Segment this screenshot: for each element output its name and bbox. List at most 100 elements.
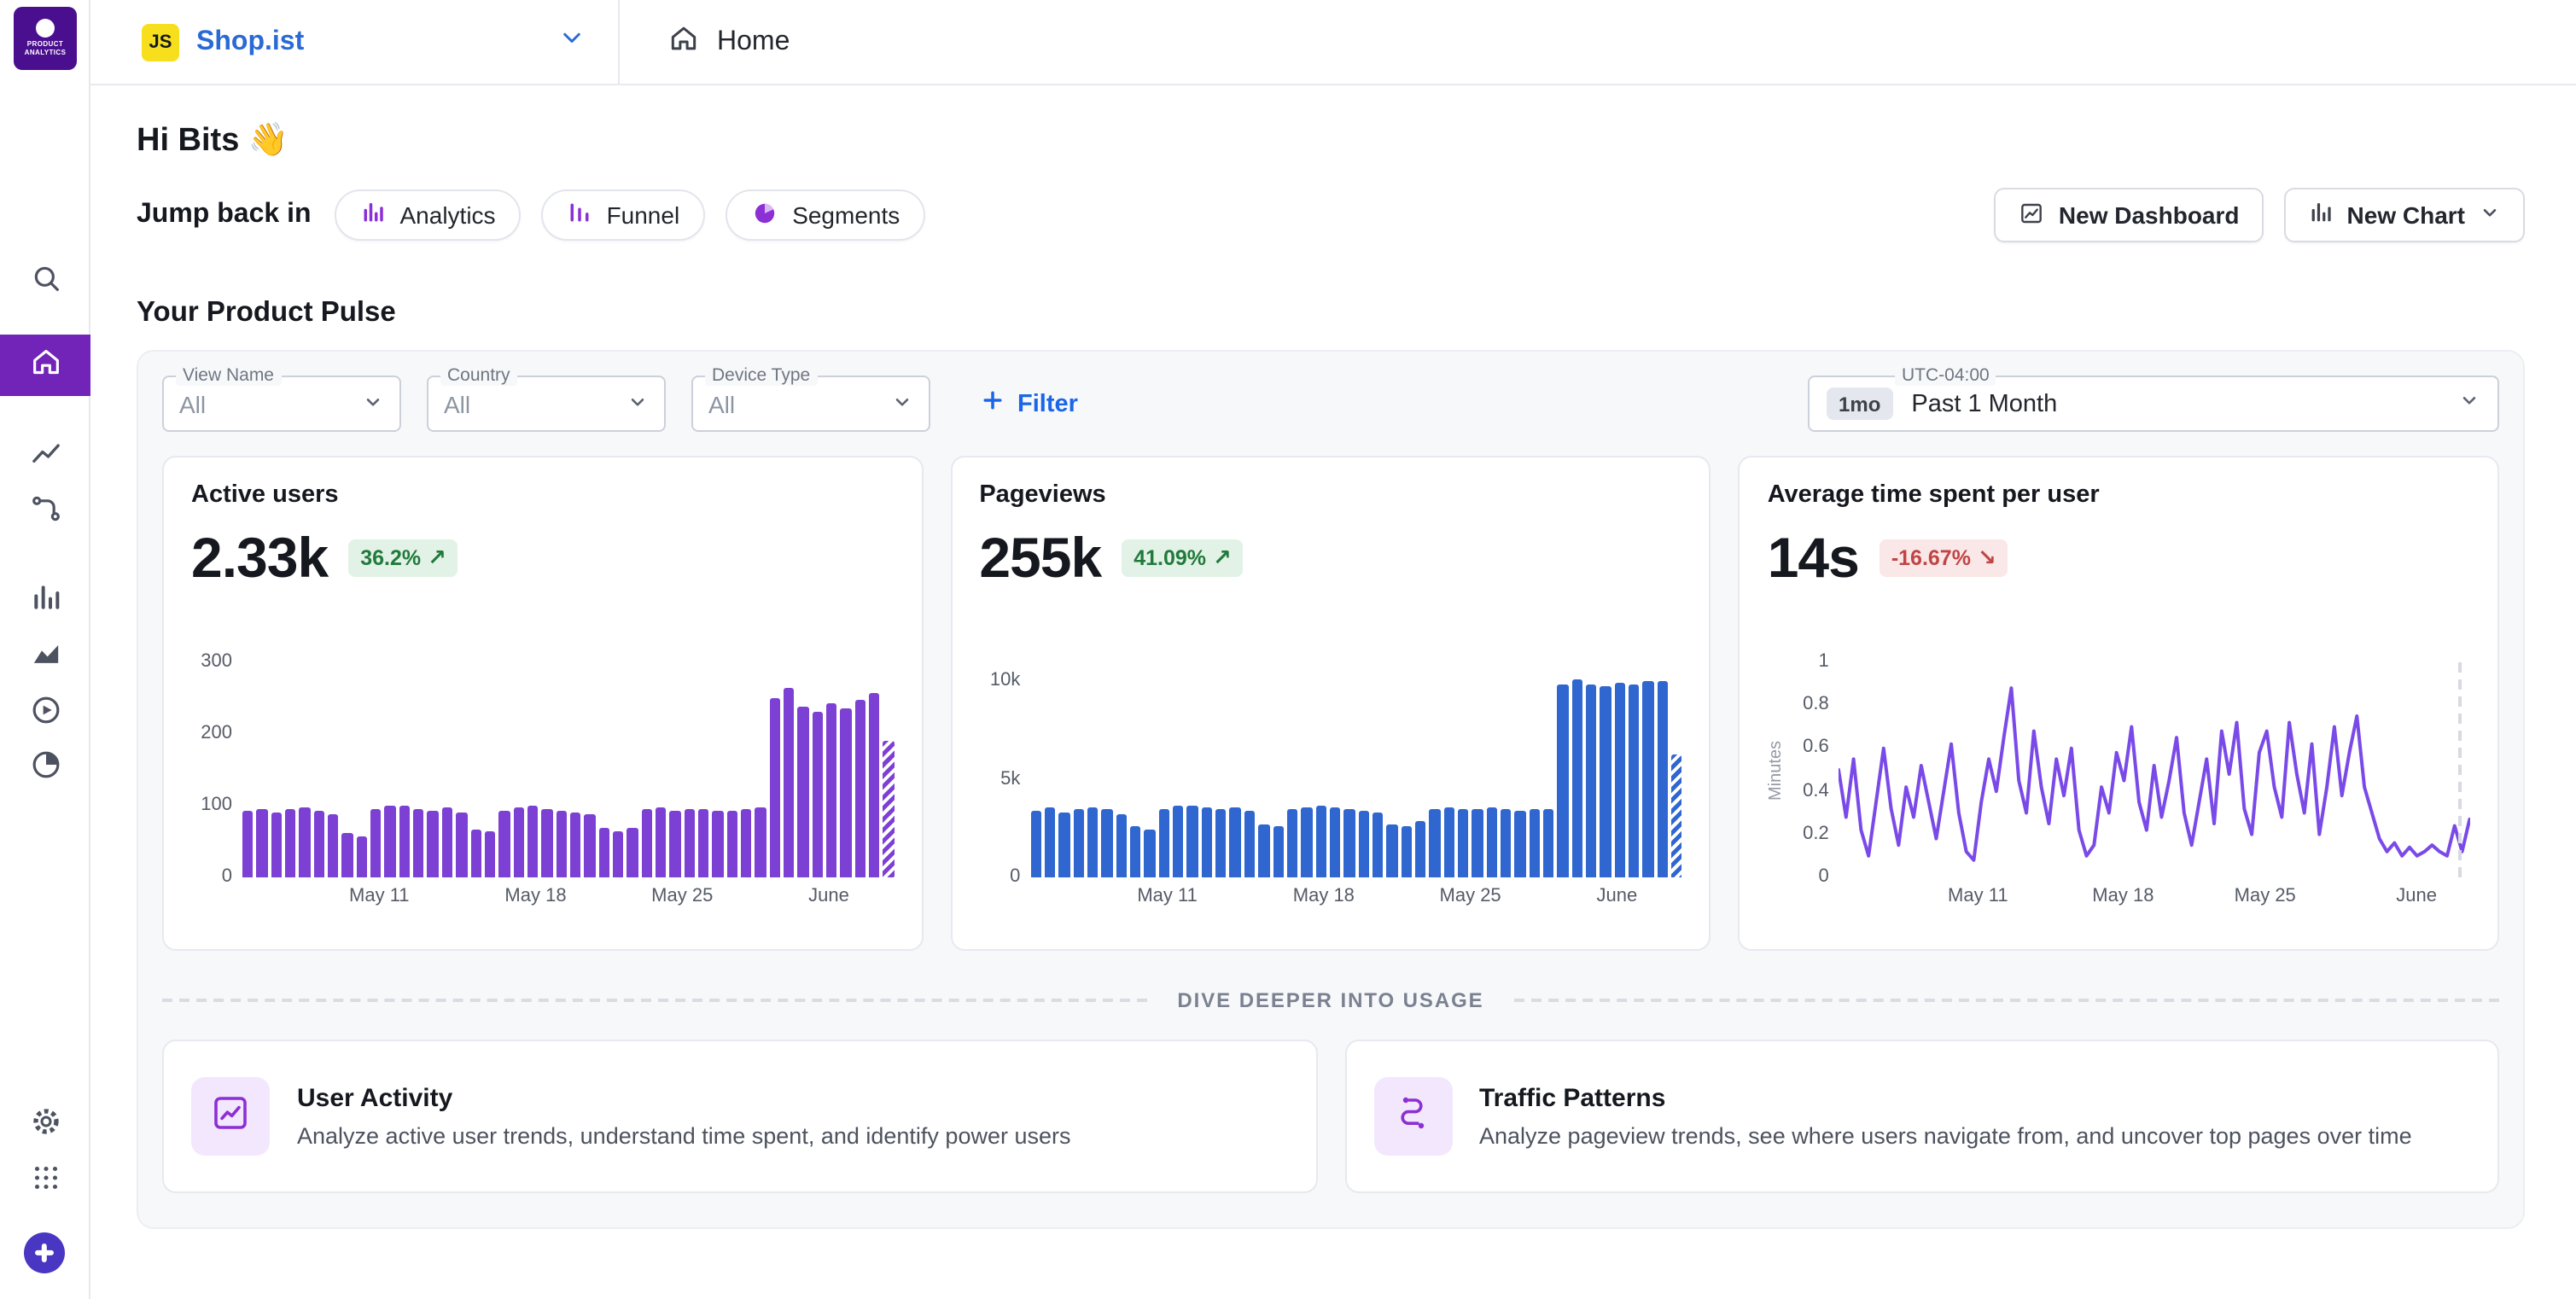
bar (1286, 809, 1298, 877)
breadcrumb-home[interactable]: Home (620, 21, 790, 62)
delta-badge: 41.09% ↗ (1122, 539, 1244, 577)
bar (1629, 684, 1640, 877)
sidebar-item-segments[interactable] (0, 744, 90, 785)
metric-card-active-users[interactable]: Active users 2.33k 36.2% ↗ 0 100 200 300 Ma… (162, 456, 924, 951)
y-axis-label: Minutes (1767, 740, 1786, 801)
bar (1273, 825, 1284, 877)
user-avatar[interactable] (24, 1232, 65, 1273)
bar (341, 832, 353, 877)
deep-dive-row: User Activity Analyze active user trends… (162, 1040, 2499, 1193)
view-name-select[interactable]: View Name All (162, 365, 401, 432)
bar (1058, 813, 1070, 877)
delta-value: 36.2% (360, 546, 422, 570)
ytick-label: 10k (989, 670, 1021, 691)
dashed-line (1514, 999, 2500, 1002)
device-type-select[interactable]: Device Type All (691, 365, 930, 432)
bar (484, 831, 496, 877)
plot-wrap: May 11 May 18 May 25 June (1839, 662, 2470, 912)
chip-analytics[interactable]: Analytics (335, 189, 522, 241)
bar (569, 812, 581, 877)
home-icon (667, 21, 700, 62)
bar (1443, 807, 1454, 877)
bar (812, 712, 824, 877)
workspace-switcher[interactable]: JS Shop.ist (90, 0, 620, 84)
delta-badge: 36.2% ↗ (348, 539, 458, 577)
bar (598, 828, 609, 877)
sidebar-item-home[interactable] (0, 335, 90, 396)
bar (1557, 684, 1569, 877)
bar (797, 707, 809, 877)
grid-dots-icon (30, 1162, 61, 1193)
new-dashboard-button[interactable]: New Dashboard (1993, 188, 2264, 242)
chevron-down-icon (362, 390, 384, 417)
bar (1386, 824, 1398, 877)
page-greeting: Hi Bits 👋 (137, 123, 289, 159)
metric-card-avg-time[interactable]: Average time spent per user 14s -16.67% … (1738, 456, 2500, 951)
xtick-label: June (2396, 886, 2438, 906)
partial-period-line (2458, 662, 2462, 877)
chevron-down-icon (557, 22, 587, 61)
jump-back-label: Jump back in (137, 200, 312, 229)
dashboard-icon (2018, 199, 2045, 231)
card-title: Average time spent per user (1767, 481, 2100, 509)
line-series (1839, 662, 2470, 877)
product-pulse-panel: View Name All Country All Device Type Al… (137, 350, 2525, 1229)
bar (1671, 754, 1682, 877)
sidebar-item-charts[interactable] (0, 434, 90, 475)
bar (1087, 807, 1099, 877)
bar (256, 808, 268, 877)
metric-value: 2.33k (191, 526, 329, 589)
logo-text: PRODUCT ANALYTICS (24, 39, 67, 56)
add-filter-button[interactable]: Filter (980, 387, 1078, 420)
deep-card-title: User Activity (297, 1084, 453, 1113)
pageviews-bar-chart: 0 5k 10k May 11 May 18 May 25 June (979, 662, 1682, 912)
time-range-value: Past 1 Month (1911, 390, 2058, 417)
bar (498, 810, 510, 877)
product-analytics-logo[interactable]: PRODUCT ANALYTICS (14, 7, 77, 70)
time-range-select[interactable]: UTC-04:00 1mo Past 1 Month (1808, 365, 2499, 432)
sidebar-item-settings[interactable] (0, 1101, 90, 1142)
ytick-label: 0.8 (1803, 694, 1829, 715)
xtick-label: June (808, 886, 849, 906)
bar (1657, 680, 1669, 877)
sidebar-item-dashboards[interactable] (0, 577, 90, 618)
metric-card-pageviews[interactable]: Pageviews 255k 41.09% ↗ 0 5k 10k May 11 May… (950, 456, 1711, 951)
sidebar-item-apps-grid[interactable] (0, 1157, 90, 1198)
sidebar-item-search[interactable] (0, 258, 90, 299)
sidebar-item-replays[interactable] (0, 690, 90, 731)
bar (854, 699, 866, 877)
chip-segments[interactable]: Segments (726, 189, 926, 241)
bar-chart-icon (2308, 200, 2334, 230)
delta-badge: -16.67% ↘ (1879, 539, 2008, 577)
plus-icon (980, 387, 1005, 420)
bar (1472, 808, 1483, 877)
sidebar-item-journeys[interactable] (0, 488, 90, 529)
sidebar-item-reports[interactable] (0, 633, 90, 674)
add-filter-label: Filter (1017, 390, 1078, 417)
card-title: Pageviews (979, 481, 1106, 509)
chip-funnel[interactable]: Funnel (541, 189, 706, 241)
topbar: JS Shop.ist Home (90, 0, 2576, 85)
metric-row: 2.33k 36.2% ↗ (191, 526, 894, 591)
bar (285, 809, 296, 877)
chip-label: Segments (792, 201, 900, 229)
xtick-label: May 25 (1439, 886, 1501, 906)
country-select[interactable]: Country All (427, 365, 666, 432)
home-label: Home (717, 26, 790, 55)
new-chart-button[interactable]: New Chart (2283, 188, 2525, 242)
bar (726, 811, 738, 877)
journey-icon (1392, 1092, 1433, 1141)
bar (1642, 681, 1654, 877)
chip-label: Funnel (606, 201, 680, 229)
jump-back-row: Jump back in Analytics Funnel Segments (137, 188, 2525, 242)
bar (384, 806, 396, 877)
user-activity-card[interactable]: User Activity Analyze active user trends… (162, 1040, 1317, 1193)
utc-label: UTC-04:00 (1895, 365, 1996, 386)
metric-cards-row: Active users 2.33k 36.2% ↗ 0 100 200 300 Ma… (162, 456, 2500, 951)
traffic-patterns-card[interactable]: Traffic Patterns Analyze pageview trends… (1344, 1040, 2499, 1193)
deep-card-desc: Analyze pageview trends, see where users… (1479, 1123, 2412, 1149)
plot-area (242, 662, 895, 877)
bar (527, 806, 539, 877)
divider-label: DIVE DEEPER INTO USAGE (1177, 988, 1484, 1012)
bar (1130, 826, 1141, 877)
